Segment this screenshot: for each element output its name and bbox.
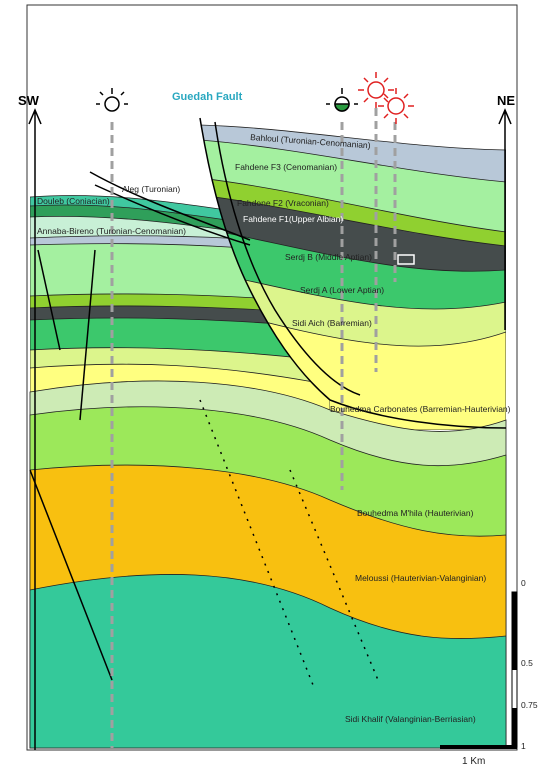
fault [29,469,113,681]
fault [79,249,96,421]
scale-tick: 0.75 [521,700,538,710]
main-fault [199,117,507,429]
scale-tick: 0.5 [521,658,533,668]
formation-label: Serdj A (Lower Aptian) [300,285,384,295]
scale-tick: 0 [521,578,526,588]
sw-label: SW [18,93,40,108]
formation-label: Bouhedma M'hila (Hauterivian) [357,508,474,518]
inferred-fault [199,399,379,691]
scale-label: 1 Km [462,756,485,767]
well-symbol [358,72,414,124]
formation-label: Fahdene F2 (Vraconian) [237,198,329,208]
fault [37,249,61,351]
formation-label: Fahdene F3 (Cenomanian) [235,162,337,172]
formation-label: Sidi Khalif (Valanginian-Berriasian) [345,714,476,724]
fault-splay [94,184,251,246]
formation-label: Bouhedma Carbonates (Barremian-Hauterivi… [330,404,511,414]
marker [397,254,415,265]
sw-arrow [28,108,42,750]
ne-label: NE [497,93,515,108]
scale-bar [440,591,518,749]
well-symbol [96,88,128,112]
scale-tick: 1 [521,741,526,751]
formation-label: Aleg (Turonian) [122,184,180,194]
lower-layers [29,380,507,749]
ne-arrow [498,108,512,330]
fault-splay [214,121,361,396]
formation-label: Meloussi (Hauterivian-Valanginian) [355,573,486,583]
formation-label: Fahdene F1(Upper Albian) [243,214,343,224]
formation-label: Serdj B (Middle Aptian) [285,252,372,262]
fault-label: Guedah Fault [172,91,243,103]
fault-splay [89,171,251,241]
formation-label: Annaba-Bireno (Turonian-Cenomanian) [37,226,186,236]
well-symbol [326,88,358,112]
formation-label: Douleb (Coniacian) [37,196,110,206]
formation-label: Sidi Aich (Barremian) [292,318,372,328]
frame [26,4,518,751]
